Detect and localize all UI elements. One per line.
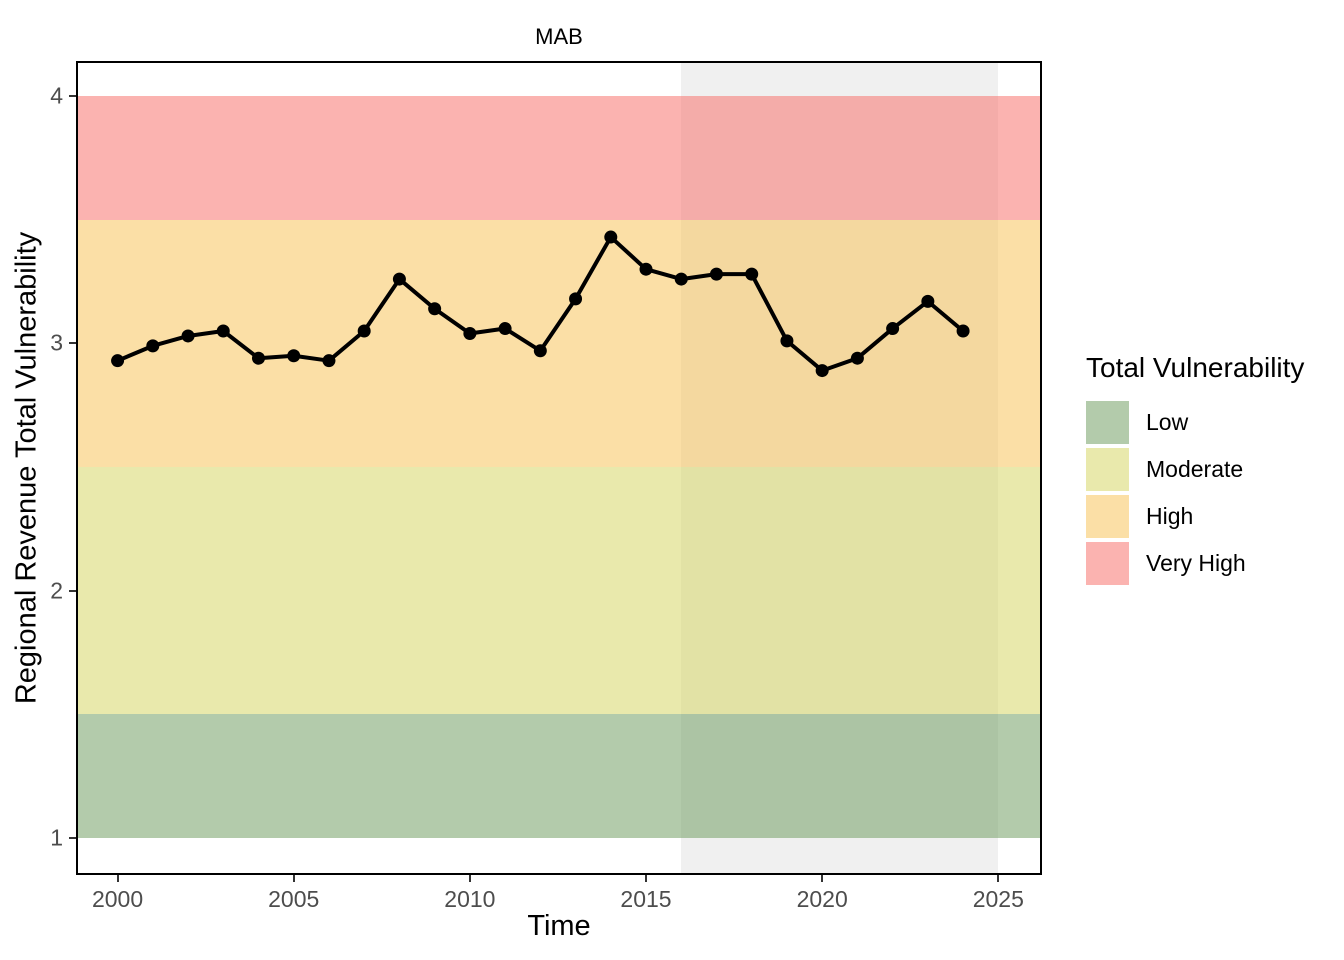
y-tick-3 xyxy=(69,342,76,345)
point-2010 xyxy=(463,326,477,340)
legend-swatch-very-high xyxy=(1086,542,1129,585)
x-tick-2010 xyxy=(468,875,471,882)
y-tick-label-2: 2 xyxy=(50,577,63,604)
band-low xyxy=(76,714,1042,838)
y-tick-label-4: 4 xyxy=(50,82,63,109)
plot-title: MAB xyxy=(535,24,583,49)
x-tick-label-2015: 2015 xyxy=(620,886,672,912)
point-2013 xyxy=(569,292,583,306)
point-2022 xyxy=(886,322,900,336)
point-2000 xyxy=(111,354,125,368)
legend-swatch-moderate xyxy=(1086,448,1129,491)
legend-swatch-high xyxy=(1086,495,1129,538)
legend-label-very-high: Very High xyxy=(1146,550,1246,576)
point-2011 xyxy=(498,322,512,336)
x-tick-label-2005: 2005 xyxy=(268,886,320,912)
x-tick-label-2000: 2000 xyxy=(91,886,144,912)
point-2012 xyxy=(533,344,547,358)
y-axis-title: Regional Revenue Total Vulnerability xyxy=(10,231,43,705)
legend-item-moderate: Moderate xyxy=(1086,448,1304,491)
point-2024 xyxy=(956,324,970,338)
point-2017 xyxy=(709,267,723,281)
y-tick-label-3: 3 xyxy=(50,329,63,356)
point-2002 xyxy=(181,329,195,343)
y-tick-1 xyxy=(69,836,76,839)
legend-item-very-high: Very High xyxy=(1086,542,1304,585)
x-tick-2000 xyxy=(116,875,119,882)
x-axis-title: Time xyxy=(527,910,591,942)
x-tick-2020 xyxy=(821,875,824,882)
point-2006 xyxy=(322,354,336,368)
point-2019 xyxy=(780,334,794,348)
legend-title: Total Vulnerability xyxy=(1086,352,1305,383)
line-series xyxy=(111,230,970,378)
point-2018 xyxy=(745,267,759,281)
legend-label-moderate: Moderate xyxy=(1146,456,1244,482)
legend-item-high: High xyxy=(1086,495,1304,538)
point-2015 xyxy=(639,262,653,276)
x-tick-label-2025: 2025 xyxy=(972,886,1024,912)
y-tick-2 xyxy=(69,589,76,592)
point-2016 xyxy=(674,272,688,286)
x-tick-label-2010: 2010 xyxy=(444,886,496,912)
point-2021 xyxy=(850,351,864,365)
legend-item-low: Low xyxy=(1086,401,1304,444)
point-2004 xyxy=(251,351,265,365)
x-tick-2025 xyxy=(997,875,1000,882)
band-very-high xyxy=(76,96,1042,220)
band-moderate xyxy=(76,467,1042,715)
plot-panel xyxy=(76,61,1042,875)
point-2023 xyxy=(921,294,935,308)
legend-items: Low Moderate High Very High xyxy=(1086,401,1304,585)
x-tick-2005 xyxy=(292,875,295,882)
x-tick-label-2020: 2020 xyxy=(796,886,848,912)
legend: Total Vulnerability Low Moderate High Very … xyxy=(1086,352,1304,585)
point-2014 xyxy=(604,230,618,244)
point-2001 xyxy=(146,339,160,353)
legend-label-high: High xyxy=(1146,503,1194,529)
point-2008 xyxy=(392,272,406,286)
legend-swatch-low xyxy=(1086,401,1129,444)
y-tick-label-1: 1 xyxy=(50,824,63,851)
point-2007 xyxy=(357,324,371,338)
point-2009 xyxy=(428,302,442,316)
y-tick-4 xyxy=(69,95,76,98)
point-2005 xyxy=(287,349,301,363)
legend-label-low: Low xyxy=(1146,409,1189,435)
x-tick-2015 xyxy=(645,875,648,882)
point-2020 xyxy=(815,364,829,378)
point-2003 xyxy=(216,324,230,338)
